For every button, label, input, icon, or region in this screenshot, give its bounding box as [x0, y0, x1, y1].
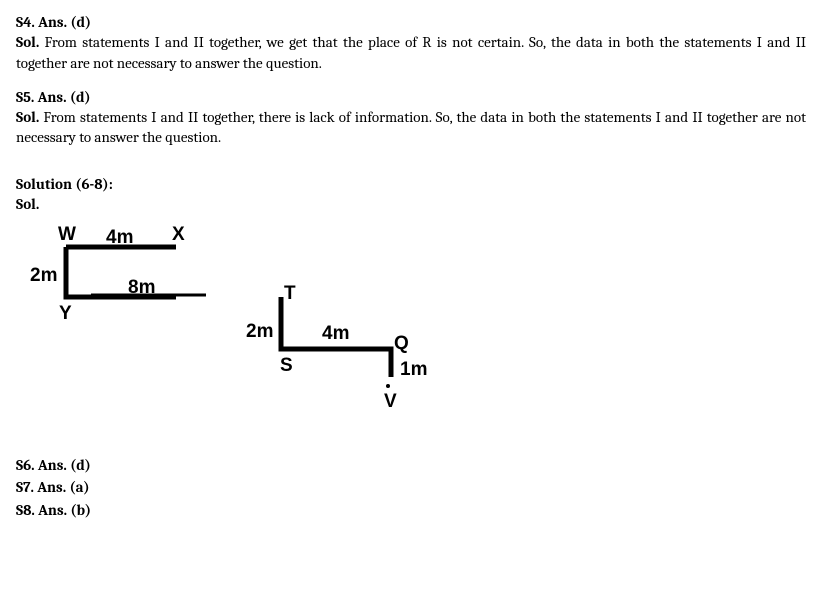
node-w: W [58, 225, 76, 244]
s5-sol-label: Sol. [16, 108, 39, 126]
path-diagram: W 4m X 2m 8m Y T 2m S 4m Q 1m V [26, 222, 446, 437]
edge-2m-left: 2m [30, 266, 57, 285]
s5-heading: S5. Ans. (d) [16, 87, 806, 107]
node-s: S [280, 356, 293, 375]
s5-text: From statements I and II together, there… [16, 108, 806, 146]
edge-8m: 8m [128, 278, 155, 297]
diagram-svg [26, 222, 446, 437]
node-v: V [384, 392, 397, 411]
s8-heading: S8. Ans. (b) [16, 500, 806, 520]
node-y: Y [59, 304, 72, 323]
sol68-heading: Solution (6-8): [16, 174, 806, 194]
node-t: T [284, 284, 296, 303]
s5-block: S5. Ans. (d) Sol. From statements I and … [16, 87, 806, 148]
s7-heading: S7. Ans. (a) [16, 477, 806, 497]
s4-solution: Sol. From statements I and II together, … [16, 32, 806, 73]
s4-heading: S4. Ans. (d) [16, 12, 806, 32]
node-q: Q [394, 334, 409, 353]
s4-sol-label: Sol. [16, 33, 39, 51]
node-x: X [172, 225, 185, 244]
diagram-path [66, 247, 391, 377]
s4-block: S4. Ans. (d) Sol. From statements I and … [16, 12, 806, 73]
sol68-sol-label: Sol. [16, 194, 806, 214]
edge-2m-mid: 2m [246, 322, 273, 341]
edge-1m: 1m [400, 360, 427, 379]
s5-solution: Sol. From statements I and II together, … [16, 107, 806, 148]
edge-4m-bot: 4m [322, 324, 349, 343]
s6-heading: S6. Ans. (d) [16, 455, 806, 475]
edge-4m-top: 4m [106, 228, 133, 247]
v-dot [386, 384, 390, 388]
sol68-block: Solution (6-8): Sol. [16, 174, 806, 215]
s4-text: From statements I and II together, we ge… [16, 33, 806, 71]
